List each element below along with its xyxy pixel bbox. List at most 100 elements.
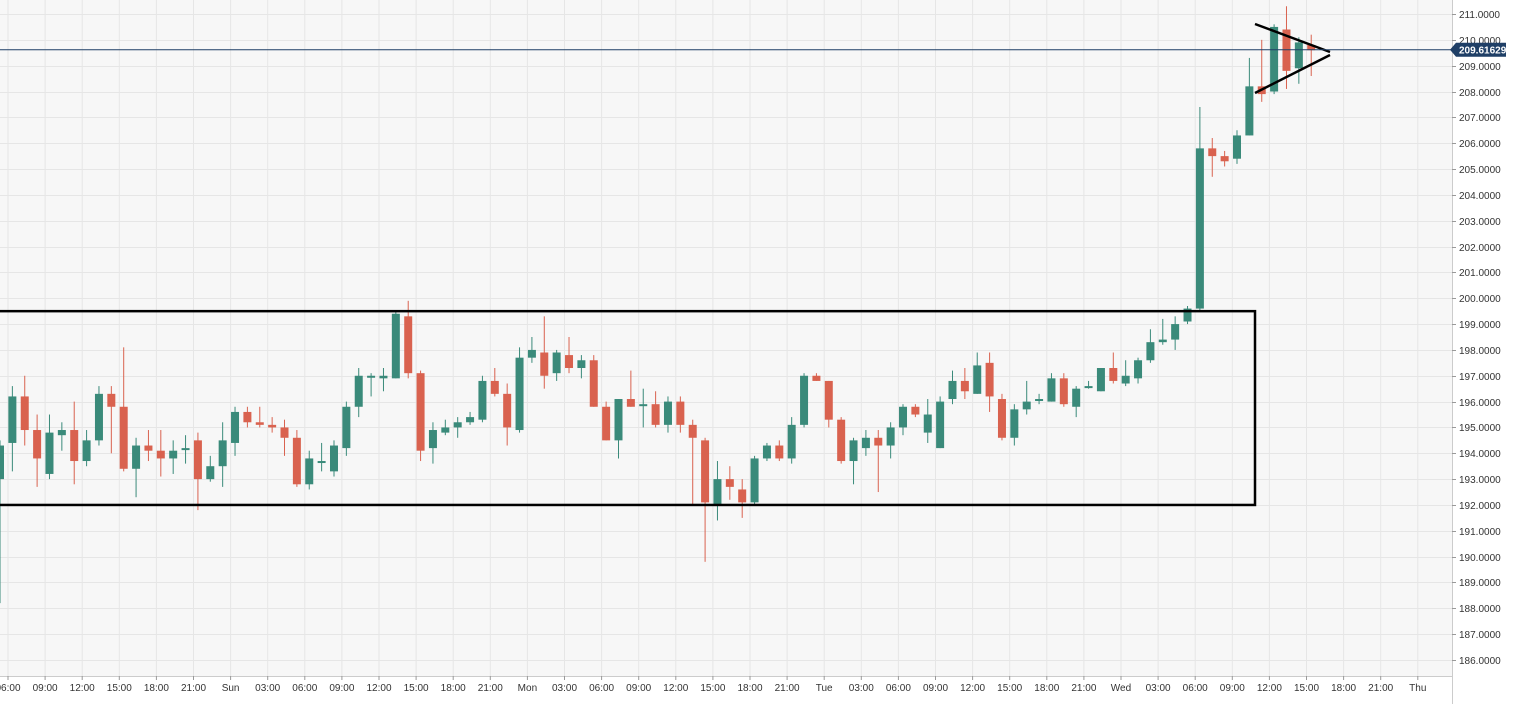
candle-body-down[interactable] [1109, 368, 1118, 381]
candle-body-down[interactable] [837, 419, 846, 462]
candle-body-down[interactable] [985, 362, 994, 397]
candle-body-up[interactable] [527, 349, 536, 358]
candle-body-up[interactable] [899, 406, 908, 428]
candle-body-up[interactable] [1158, 339, 1167, 343]
candle-body-up[interactable] [379, 375, 388, 379]
candle-body-down[interactable] [626, 399, 635, 407]
candle-body-up[interactable] [0, 445, 4, 480]
candle-body-down[interactable] [565, 355, 574, 369]
candle-body-down[interactable] [490, 380, 499, 394]
candle-body-up[interactable] [948, 380, 957, 400]
candle-body-up[interactable] [762, 445, 771, 459]
candle-body-up[interactable] [577, 360, 586, 369]
candle-body-up[interactable] [453, 422, 462, 428]
candle-body-down[interactable] [824, 380, 833, 420]
candle-body-down[interactable] [960, 380, 969, 392]
candle-body-up[interactable] [787, 424, 796, 459]
x-axis-labels[interactable]: 06:00 09:00 12:00 15:00 18:00 21:00 Sun 03:00 06… [0, 676, 1426, 694]
candle-body-up[interactable] [1134, 360, 1143, 379]
candle-body-down[interactable] [193, 440, 202, 480]
candle-body-up[interactable] [181, 448, 190, 451]
candle-body-up[interactable] [1171, 324, 1180, 340]
candle-body-up[interactable] [466, 417, 475, 423]
candle-body-up[interactable] [441, 427, 450, 433]
candle-body-up[interactable] [1035, 399, 1044, 402]
candle-body-up[interactable] [923, 414, 932, 433]
candle-body-up[interactable] [391, 313, 400, 379]
candle-body-up[interactable] [1270, 26, 1279, 92]
candle-body-down[interactable] [503, 393, 512, 428]
candle-body-down[interactable] [243, 411, 252, 423]
candle-body-up[interactable] [552, 352, 561, 374]
candle-body-down[interactable] [20, 396, 29, 431]
candle-body-down[interactable] [70, 430, 79, 462]
candle-body-down[interactable] [1208, 148, 1217, 157]
candle-body-up[interactable] [94, 393, 103, 441]
candle-body-up[interactable] [45, 432, 54, 474]
candle-body-up[interactable] [1183, 308, 1192, 322]
candle-body-up[interactable] [1096, 368, 1105, 392]
candle-body-down[interactable] [701, 440, 710, 503]
candle-body-up[interactable] [1146, 342, 1155, 361]
candle-body-up[interactable] [713, 479, 722, 505]
candle-body-down[interactable] [812, 375, 821, 381]
candle-body-down[interactable] [1220, 156, 1229, 162]
candle-body-up[interactable] [1294, 42, 1303, 69]
candle-body-up[interactable] [936, 401, 945, 449]
candle-body-up[interactable] [317, 461, 326, 464]
candle-body-up[interactable] [305, 458, 314, 485]
candle-body-up[interactable] [342, 406, 351, 449]
candle-body-down[interactable] [268, 424, 277, 428]
candle-body-down[interactable] [676, 401, 685, 425]
candle-body-up[interactable] [614, 399, 623, 441]
candle-body-up[interactable] [1022, 401, 1031, 410]
candle-body-down[interactable] [651, 404, 660, 425]
y-axis-labels[interactable]: 186.0000 187.0000 188.0000 189.0000 190.0000… [1452, 10, 1501, 667]
candle-body-down[interactable] [292, 437, 301, 485]
candle-body-down[interactable] [255, 422, 264, 425]
candle-body-up[interactable] [750, 458, 759, 503]
candle-body-up[interactable] [639, 404, 648, 407]
candle-body-up[interactable] [1195, 148, 1204, 309]
candle-body-up[interactable] [515, 357, 524, 431]
candle-body-up[interactable] [367, 375, 376, 378]
candle-body-up[interactable] [849, 440, 858, 462]
candle-body-down[interactable] [107, 393, 116, 407]
triangle-lower-line[interactable] [1254, 53, 1331, 95]
candle-body-up[interactable] [132, 445, 141, 469]
candle-body-up[interactable] [206, 466, 215, 480]
candle-body-down[interactable] [33, 430, 42, 459]
candle-body-down[interactable] [156, 450, 165, 459]
candle-body-down[interactable] [416, 373, 425, 451]
candle-body-up[interactable] [1010, 409, 1019, 438]
candle-body-up[interactable] [8, 396, 17, 443]
candle-body-down[interactable] [1307, 45, 1316, 51]
candle-body-down[interactable] [144, 445, 153, 451]
candle-body-up[interactable] [1121, 375, 1130, 384]
candle-body-up[interactable] [800, 375, 809, 425]
candle-body-up[interactable] [82, 440, 91, 462]
candle-body-up[interactable] [1047, 378, 1056, 402]
candle-body-down[interactable] [119, 406, 128, 469]
candle-body-up[interactable] [1245, 86, 1254, 136]
range-rectangle[interactable] [0, 309, 1257, 507]
candle-body-up[interactable] [861, 437, 870, 449]
candle-body-down[interactable] [1059, 378, 1068, 405]
candle-body-down[interactable] [540, 352, 549, 376]
candle-body-down[interactable] [589, 360, 598, 407]
candle-body-up[interactable] [354, 375, 363, 407]
candle-body-up[interactable] [57, 430, 66, 436]
candle-body-up[interactable] [973, 365, 982, 394]
candle-body-down[interactable] [997, 399, 1006, 438]
candle-body-up[interactable] [1233, 135, 1241, 159]
candle-body-down[interactable] [874, 437, 883, 446]
candle-body-down[interactable] [404, 316, 413, 374]
candle-body-up[interactable] [1072, 388, 1081, 407]
candle-body-up[interactable] [886, 427, 895, 446]
candle-body-up[interactable] [1084, 386, 1093, 389]
candle-body-up[interactable] [478, 380, 487, 420]
candle-body-down[interactable] [911, 406, 920, 415]
candle-body-up[interactable] [329, 445, 338, 472]
candle-body-up[interactable] [663, 401, 672, 425]
candle-body-down[interactable] [725, 479, 734, 487]
